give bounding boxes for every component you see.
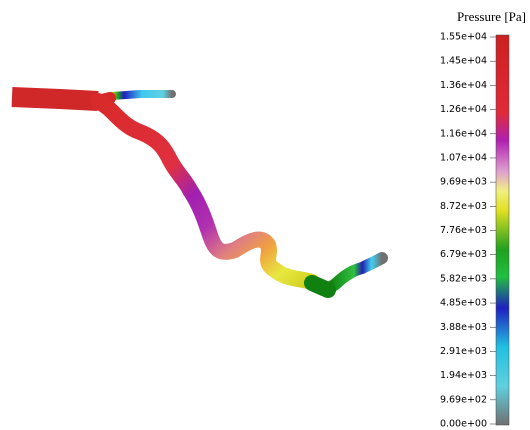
colorbar-tick-label: 9.69e+03 — [440, 177, 487, 188]
colorbar-tick-label: 6.79e+03 — [440, 249, 487, 260]
colorbar-tick-label: 9.69e+02 — [440, 394, 487, 405]
colorbar-tick-label: 0.00e+00 — [440, 419, 487, 430]
colorbar-tick-label: 3.88e+03 — [440, 322, 487, 333]
colorbar-tick-label: 1.36e+04 — [440, 80, 487, 91]
vessel-model — [12, 94, 382, 290]
colorbar-tick-label: 1.55e+04 — [440, 32, 487, 43]
colorbar-tick-label: 5.82e+03 — [440, 273, 487, 284]
colorbar-tick-label: 8.72e+03 — [440, 201, 487, 212]
colorbar-tick-label: 4.85e+03 — [440, 298, 487, 309]
colorbar-title: Pressure [Pa] — [457, 9, 526, 24]
colorbar-tick-label: 1.94e+03 — [440, 370, 487, 381]
colorbar-tick-label: 7.76e+03 — [440, 225, 487, 236]
colorbar-tick-label: 1.45e+04 — [440, 56, 487, 67]
colorbar-tick-label: 1.26e+04 — [440, 104, 487, 115]
viewport: Pressure [Pa] 1.55e+04 1.45e+04 1.36e+04 1.… — [0, 0, 530, 430]
colorbar-tick-label: 1.16e+04 — [440, 128, 487, 139]
colorbar — [496, 35, 509, 425]
colorbar-tick-label: 1.07e+04 — [440, 152, 487, 163]
colorbar-tick-label: 2.91e+03 — [440, 346, 487, 357]
